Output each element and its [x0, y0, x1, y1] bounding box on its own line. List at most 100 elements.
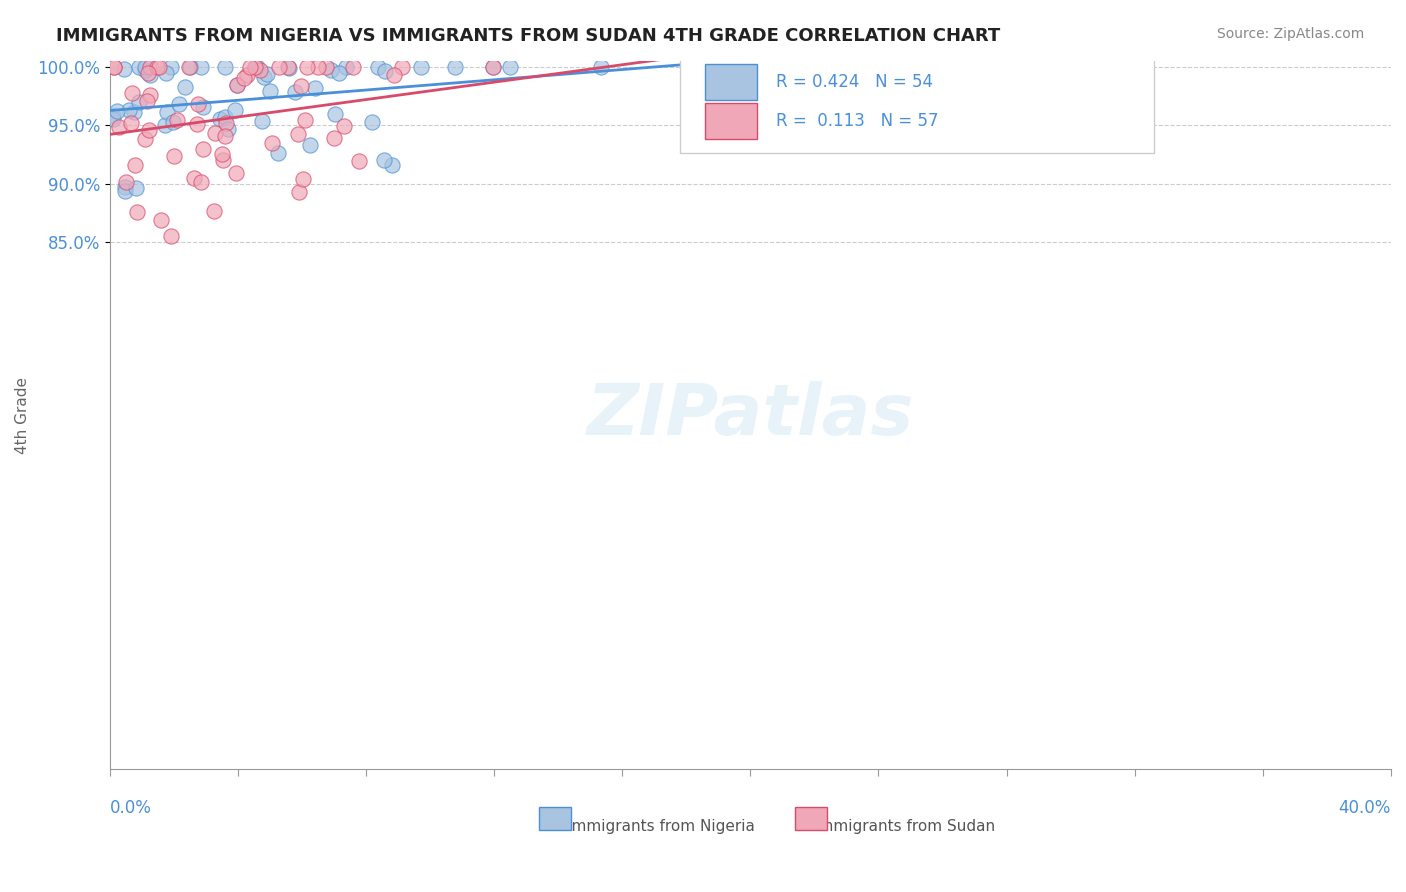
Point [290, 78, 312, 93]
Point [101, 112, 124, 127]
FancyBboxPatch shape [796, 807, 827, 830]
Point [278, 61, 301, 75]
Point [259, 84, 281, 98]
Point [138, 123, 160, 137]
Point [299, 138, 322, 153]
Point [139, 68, 162, 82]
Point [349, 153, 371, 168]
Text: Source: ZipAtlas.com: Source: ZipAtlas.com [1216, 27, 1364, 41]
Text: Immigrants from Nigeria: Immigrants from Nigeria [567, 819, 755, 834]
Point [250, 113, 273, 128]
Text: Immigrants from Sudan: Immigrants from Sudan [814, 819, 994, 834]
Point [186, 117, 208, 131]
Point [256, 67, 278, 81]
Point [118, 103, 141, 118]
Point [159, 229, 181, 244]
Point [127, 204, 149, 219]
Point [360, 114, 382, 128]
Point [139, 60, 162, 74]
Point [217, 122, 239, 136]
Point [120, 116, 142, 130]
Point [114, 184, 136, 198]
Point [149, 212, 172, 227]
Point [177, 60, 200, 74]
Point [191, 100, 214, 114]
Point [215, 116, 238, 130]
Point [304, 81, 326, 95]
Point [122, 105, 145, 120]
Point [121, 87, 143, 101]
Point [253, 70, 276, 85]
Point [212, 153, 235, 167]
Text: IMMIGRANTS FROM NIGERIA VS IMMIGRANTS FROM SUDAN 4TH GRADE CORRELATION CHART: IMMIGRANTS FROM NIGERIA VS IMMIGRANTS FR… [56, 27, 1001, 45]
Point [128, 60, 150, 74]
Point [156, 105, 179, 120]
Point [482, 60, 505, 74]
Point [225, 166, 247, 180]
FancyBboxPatch shape [706, 64, 756, 100]
Point [162, 115, 184, 129]
Point [249, 62, 271, 77]
Point [328, 66, 350, 80]
Point [226, 78, 249, 92]
Point [294, 112, 316, 127]
Point [291, 171, 314, 186]
Point [373, 153, 395, 168]
Point [297, 60, 319, 74]
Point [307, 60, 329, 74]
Point [225, 78, 247, 92]
Point [284, 85, 307, 99]
Point [193, 142, 215, 156]
Point [179, 60, 201, 74]
Y-axis label: 4th Grade: 4th Grade [15, 376, 30, 454]
Point [409, 60, 432, 74]
Point [136, 94, 159, 108]
FancyBboxPatch shape [538, 807, 571, 830]
Point [148, 60, 170, 74]
Point [391, 60, 413, 74]
Point [139, 88, 162, 103]
FancyBboxPatch shape [706, 103, 756, 139]
Point [319, 63, 342, 78]
Point [239, 60, 262, 74]
Point [269, 60, 291, 74]
Point [209, 112, 232, 126]
Point [146, 60, 169, 74]
Point [183, 170, 205, 185]
Point [153, 119, 176, 133]
Point [134, 132, 156, 146]
Point [322, 131, 344, 145]
Point [160, 60, 183, 74]
Point [267, 145, 290, 160]
Point [482, 60, 505, 74]
Point [190, 60, 212, 74]
Point [262, 136, 284, 150]
Point [499, 60, 522, 74]
Point [114, 175, 136, 189]
Point [382, 68, 405, 82]
Point [103, 60, 125, 74]
Point [134, 60, 156, 74]
Point [589, 60, 612, 74]
Point [323, 107, 346, 121]
Point [214, 129, 236, 144]
Text: R = 0.424   N = 54: R = 0.424 N = 54 [776, 73, 934, 91]
Point [125, 180, 148, 194]
Point [211, 146, 233, 161]
Point [214, 60, 236, 74]
Point [333, 119, 356, 133]
Point [246, 60, 269, 74]
Point [214, 110, 236, 124]
Point [342, 60, 364, 74]
Point [128, 95, 150, 110]
Point [204, 126, 226, 140]
Point [335, 60, 357, 74]
Point [236, 68, 259, 82]
Point [107, 120, 129, 134]
Text: R =  0.113   N = 57: R = 0.113 N = 57 [776, 112, 938, 130]
Point [224, 103, 246, 117]
Point [124, 158, 146, 172]
Point [367, 60, 389, 74]
Point [287, 128, 309, 142]
Point [245, 60, 267, 74]
